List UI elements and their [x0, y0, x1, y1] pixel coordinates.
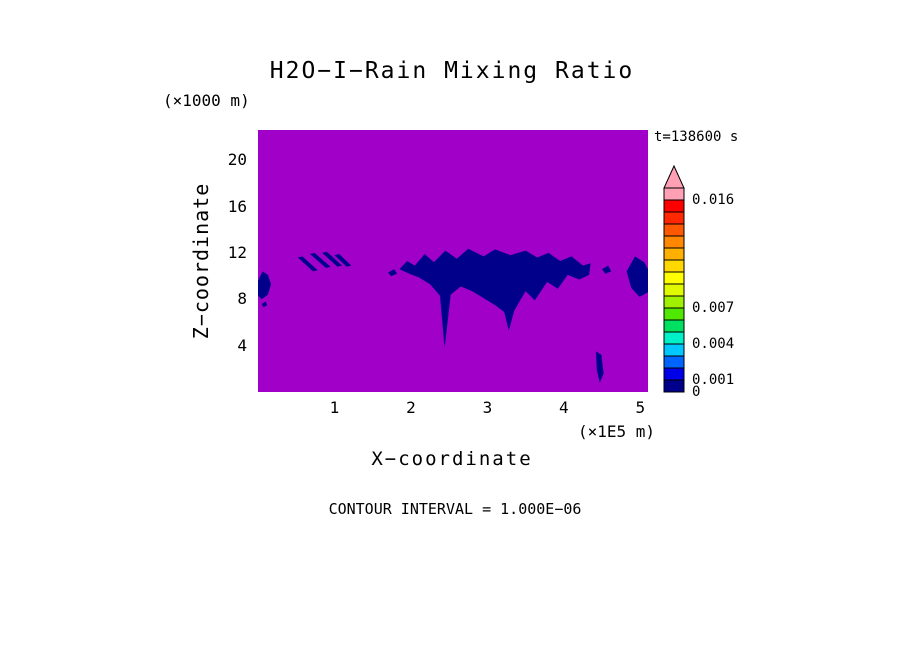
colorbar-segment [663, 367, 685, 381]
colorbar-arrow [663, 164, 685, 189]
colorbar-segment [663, 343, 685, 357]
colorbar-segment [663, 211, 685, 225]
colorbar-segment [663, 199, 685, 213]
colorbar-segment [663, 259, 685, 273]
rain-speck-left [261, 301, 268, 308]
x-tick-label: 3 [482, 398, 493, 417]
rain-streak-1 [297, 256, 318, 272]
x-tick-label: 5 [635, 398, 646, 417]
colorbar-label: 0.016 [692, 192, 735, 208]
rain-streak-low [596, 351, 604, 383]
x-axis-unit-label: (×1E5 m) [577, 422, 655, 441]
x-axis-label: X−coordinate [371, 448, 533, 470]
rain-streak-4 [334, 254, 352, 267]
colorbar-label: 0.004 [692, 336, 735, 352]
chart-title: H2O−I−Rain Mixing Ratio [269, 58, 635, 84]
x-tick-label: 1 [329, 398, 340, 417]
y-tick-label: 8 [237, 289, 247, 309]
colorbar-segment [663, 331, 685, 345]
colorbar-segment [663, 307, 685, 321]
colorbar-segment [663, 247, 685, 261]
colorbar-segment [663, 283, 685, 297]
rain-cell-main-cluster [399, 248, 591, 348]
colorbar-segment [663, 319, 685, 333]
rain-cell-right-edge [626, 256, 648, 297]
colorbar-segment [663, 379, 685, 393]
rain-cell-left-edge [258, 271, 271, 300]
time-annotation: t=138600 s [654, 129, 739, 145]
colorbar-segment [663, 271, 685, 285]
contour-plot-area [258, 130, 648, 392]
x-tick-label: 2 [406, 398, 416, 417]
colorbar-segment [663, 235, 685, 249]
y-tick-label: 16 [227, 196, 247, 216]
y-tick-label: 20 [227, 150, 247, 170]
colorbar-label: 0 [692, 384, 701, 400]
colorbar-label: 0.001 [692, 372, 735, 388]
colorbar-segment [663, 187, 685, 201]
colorbar-label: 0.007 [692, 300, 735, 316]
colorbar-segment [663, 223, 685, 237]
rain-speck-mid [388, 269, 398, 277]
colorbar-segment [663, 355, 685, 369]
rain-streak-2 [310, 252, 331, 268]
colorbar-segment [663, 295, 685, 309]
contour-interval-label: CONTOUR INTERVAL = 1.000E−06 [328, 500, 582, 518]
rain-streak-3 [322, 251, 343, 267]
colorbar [663, 164, 685, 393]
rain-speck-right [602, 265, 612, 274]
x-tick-label: 4 [559, 398, 569, 417]
y-tick-label: 12 [227, 242, 247, 262]
y-axis-unit-label: (×1000 m) [163, 91, 250, 110]
y-tick-label: 4 [237, 335, 247, 355]
